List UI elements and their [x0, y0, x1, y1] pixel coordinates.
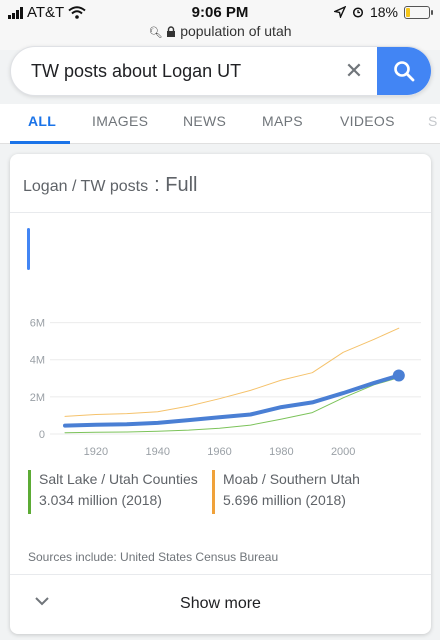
legend-value: 5.696 million (2018) — [223, 492, 346, 508]
x-tick-label: 1980 — [269, 446, 293, 458]
search-input[interactable] — [31, 47, 331, 95]
x-tick-label: 2000 — [331, 446, 355, 458]
tab-news[interactable]: NEWS — [183, 113, 227, 129]
y-tick-label: 4M — [30, 355, 45, 367]
series-end-point — [392, 369, 405, 382]
active-tab-indicator — [10, 141, 70, 144]
card-title-text: Logan / TW posts — [23, 178, 149, 195]
clear-search-button[interactable]: ✕ — [341, 58, 367, 84]
series-line — [64, 327, 400, 417]
legend-value: 3.034 million (2018) — [39, 492, 162, 508]
legend-name: Moab / Southern Utah — [223, 471, 360, 487]
battery-percent: 18% — [369, 4, 398, 20]
battery-icon — [404, 5, 433, 19]
sources-note: Sources include: United States Census Bu… — [28, 550, 279, 564]
tab-more-cut[interactable]: S — [428, 113, 438, 129]
address-bar[interactable]: 🔍︎ population of utah — [0, 23, 440, 39]
status-right: 18% — [333, 4, 433, 20]
y-tick-label: 6M — [30, 318, 45, 330]
series-line — [63, 373, 401, 428]
card-title: Logan / TW posts : Full — [23, 174, 197, 197]
legend-name: Salt Lake / Utah Counties — [39, 471, 198, 487]
y-tick-label: 0 — [39, 429, 45, 441]
search-tabs: ALL IMAGES NEWS MAPS VIDEOS S — [0, 104, 440, 144]
search-box: ✕ — [10, 46, 432, 96]
carrier-area: AT&T — [8, 4, 86, 21]
search-icon — [394, 61, 415, 82]
signal-icon — [8, 6, 23, 19]
wifi-icon — [68, 6, 86, 19]
legend-color-bar — [28, 470, 31, 514]
close-icon: ✕ — [344, 58, 364, 83]
search-button[interactable] — [377, 47, 431, 95]
location-icon — [333, 6, 346, 18]
url-text: population of utah — [180, 23, 292, 39]
status-bar: AT&T 9:06 PM 18% 🔍︎ population of utah — [0, 0, 440, 50]
population-card: Logan / TW posts : Full 0 2M 4M 6M 1920 1940 1… — [10, 154, 431, 634]
clock: 9:06 PM — [191, 4, 249, 21]
lock-icon — [167, 26, 176, 37]
carrier-label: AT&T — [27, 4, 65, 21]
tab-videos[interactable]: VIDEOS — [340, 113, 395, 129]
divider — [10, 574, 431, 575]
show-more-label: Show more — [180, 595, 261, 612]
card-title-suffix: : Full — [154, 174, 198, 196]
chevron-down-icon — [35, 597, 49, 606]
x-tick-label: 1920 — [84, 446, 108, 458]
x-tick-label: 1940 — [145, 446, 169, 458]
tab-images[interactable]: IMAGES — [92, 113, 149, 129]
show-more-button[interactable]: Show more — [10, 575, 431, 634]
tab-all[interactable]: ALL — [28, 113, 57, 129]
tab-maps[interactable]: MAPS — [262, 113, 303, 129]
divider — [10, 212, 431, 213]
x-tick-label: 1960 — [207, 446, 231, 458]
search-small-icon: 🔍︎ — [148, 27, 163, 39]
legend-color-bar — [212, 470, 215, 514]
series-line — [64, 377, 400, 434]
alarm-icon — [352, 7, 364, 18]
population-chart[interactable]: 0 2M 4M 6M 1920 1940 1960 1980 2000 — [10, 284, 431, 464]
current-value-marker — [27, 228, 30, 270]
battery-level — [406, 7, 410, 17]
y-tick-label: 2M — [30, 392, 45, 404]
